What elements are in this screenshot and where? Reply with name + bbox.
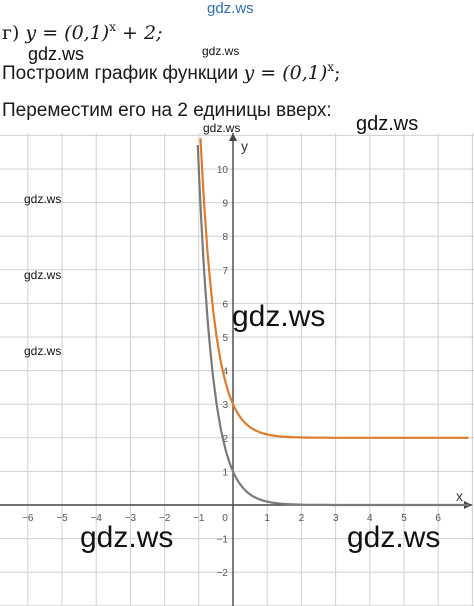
x-tick-label: 1	[264, 513, 270, 524]
x-tick-label: 5	[401, 513, 407, 524]
y-tick-label: 7	[222, 266, 228, 277]
equation-base: y = (0,1)	[25, 22, 110, 44]
x-tick-label: −2	[159, 513, 171, 524]
x-axis-label: x	[456, 488, 463, 504]
x-tick-label: −5	[56, 513, 68, 524]
y-tick-label: 4	[222, 367, 228, 378]
watermark: gdz.ws	[24, 344, 62, 358]
watermark: gdz.ws	[203, 121, 241, 135]
watermark: gdz.ws	[232, 300, 326, 333]
watermark: gdz.ws	[202, 44, 240, 58]
y-tick-label: 2	[222, 434, 228, 445]
x-tick-label: 6	[435, 513, 441, 524]
plot-function-text: Построим график функции	[2, 63, 244, 84]
x-tick-label: −3	[125, 513, 137, 524]
plot-function-power: x	[327, 60, 335, 74]
x-tick-label: 3	[333, 513, 339, 524]
y-tick-label: 6	[222, 299, 228, 310]
plot-function-end: ;	[334, 62, 341, 84]
watermark: gdz.ws	[24, 192, 62, 206]
y-tick-label: 8	[222, 232, 228, 243]
watermark: gdz.ws	[28, 44, 85, 64]
equation-power: x	[109, 20, 116, 34]
y-tick-label: 9	[222, 199, 228, 210]
item-prefix: г)	[2, 22, 20, 44]
x-tick-label: −4	[90, 513, 102, 524]
task-equation: г) y = (0,1)x + 2;	[2, 20, 162, 44]
x-tick-label: −1	[193, 513, 205, 524]
x-tick-label: 4	[367, 513, 373, 524]
x-tick-label: 2	[299, 513, 305, 524]
y-axis-label: y	[241, 138, 248, 154]
curve-shifted	[199, 138, 469, 439]
watermark: gdz.ws	[207, 0, 254, 17]
task-line-plot-function: Построим график функции y = (0,1)x;	[2, 60, 341, 85]
x-tick-label: 0	[222, 513, 228, 524]
tick-labels: −6 −5 −4 −3 −2 −1 0 1 2 3 4 5 6 −2 −1 1 2 3 4 5 6 7 8 9 10	[22, 165, 441, 579]
task-line-shift: Переместим его на 2 единицы вверх:	[2, 100, 332, 121]
curve-base	[196, 144, 469, 507]
x-tick-label: −6	[22, 513, 34, 524]
y-tick-label: −1	[217, 535, 229, 546]
y-tick-label: 10	[217, 165, 229, 176]
watermark: gdz.ws	[80, 521, 174, 554]
curves	[196, 138, 469, 507]
y-tick-label: −2	[217, 568, 229, 579]
watermark: gdz.ws	[24, 268, 62, 282]
y-tick-label: 1	[222, 467, 228, 478]
y-tick-label: 3	[222, 400, 228, 411]
watermark: gdz.ws	[347, 521, 441, 554]
y-tick-label: 5	[222, 333, 228, 344]
watermark: gdz.ws	[356, 113, 419, 135]
equation-suffix: + 2;	[115, 22, 163, 44]
y-axis-arrow	[229, 133, 237, 141]
plot-function-math: y = (0,1)	[243, 62, 328, 84]
